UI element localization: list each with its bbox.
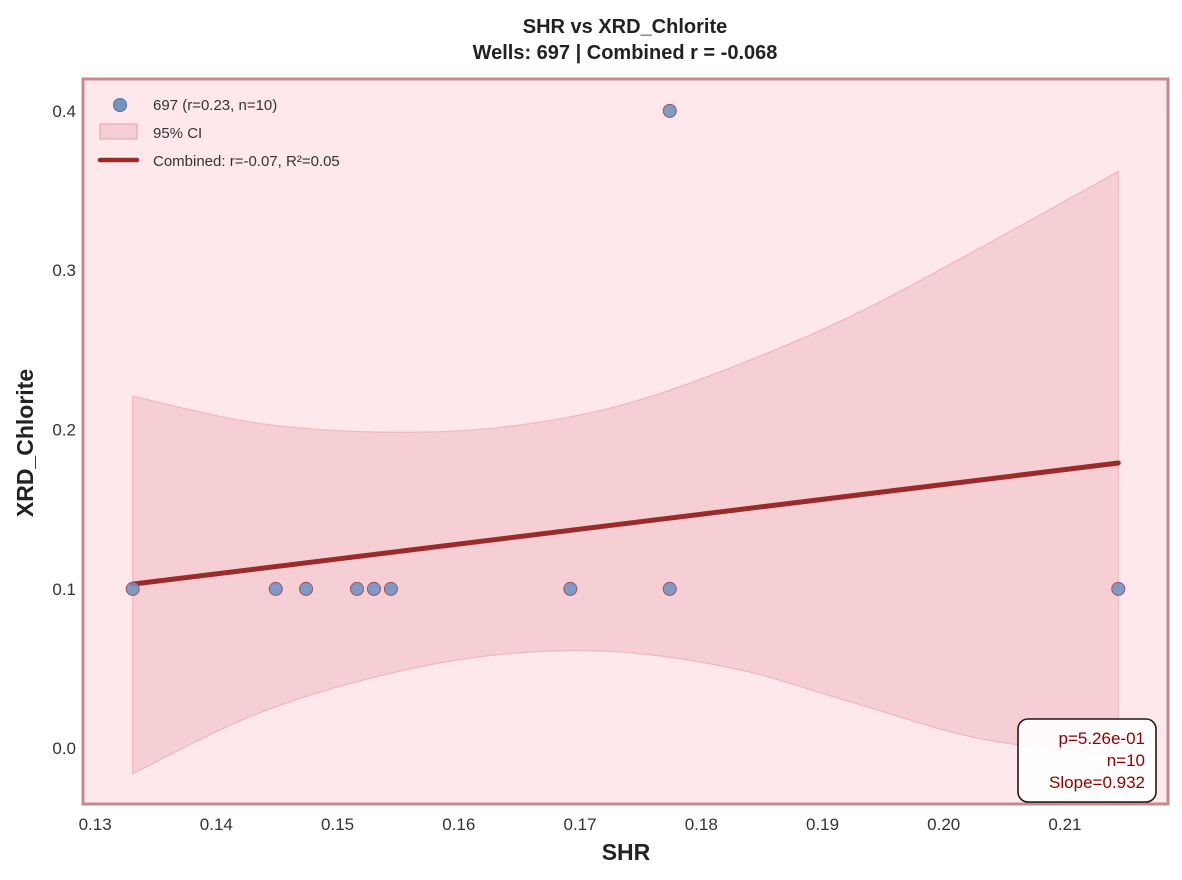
y-axis-label: XRD_Chlorite — [12, 369, 38, 517]
data-point — [299, 581, 314, 596]
chart-subtitle: Wells: 697 | Combined r = -0.068 — [473, 42, 778, 64]
data-point — [268, 581, 283, 596]
legend-swatch-ci — [99, 123, 138, 140]
data-points-layer — [125, 103, 1126, 596]
data-point — [349, 581, 364, 596]
chart-title: SHR vs XRD_Chlorite — [523, 16, 728, 38]
data-point — [125, 581, 140, 596]
x-tick-label: 0.18 — [685, 815, 718, 834]
data-point — [383, 581, 398, 596]
data-point — [662, 581, 677, 596]
regression-line-layer — [130, 460, 1121, 587]
x-tick-label: 0.17 — [563, 815, 596, 834]
legend: 697 (r=0.23, n=10) 95% CI Combined: r=-0… — [97, 97, 340, 170]
x-axis-ticks: 0.13 0.14 0.15 0.16 0.17 0.18 0.19 0.20 0.21 — [79, 815, 1082, 834]
y-tick-label: 0.4 — [52, 102, 76, 121]
data-point — [366, 581, 381, 596]
data-point — [563, 581, 578, 596]
x-tick-label: 0.20 — [927, 815, 960, 834]
legend-marker-points — [113, 98, 127, 112]
x-tick-label: 0.16 — [442, 815, 475, 834]
plot-area — [83, 79, 1168, 804]
y-tick-label: 0.0 — [52, 739, 76, 758]
stats-box-frame — [1017, 718, 1157, 803]
stats-slope: Slope=0.932 — [1049, 773, 1145, 792]
legend-label-points: 697 (r=0.23, n=10) — [153, 97, 277, 114]
stats-box: p=5.26e-01 n=10 Slope=0.932 — [1017, 718, 1157, 803]
y-axis-ticks: 0.0 0.1 0.2 0.3 0.4 — [52, 102, 76, 758]
stats-p-value: p=5.26e-01 — [1059, 729, 1146, 748]
legend-label-ci: 95% CI — [153, 125, 202, 142]
x-axis-label: SHR — [602, 839, 651, 865]
legend-label-regression: Combined: r=-0.07, R²=0.05 — [153, 153, 340, 170]
x-tick-label: 0.21 — [1048, 815, 1081, 834]
x-tick-label: 0.14 — [200, 815, 233, 834]
y-tick-label: 0.2 — [52, 421, 76, 440]
stats-n: n=10 — [1107, 751, 1145, 770]
regression-line — [130, 460, 1121, 587]
data-point — [1111, 581, 1126, 596]
x-tick-label: 0.15 — [321, 815, 354, 834]
data-point — [662, 103, 677, 118]
plot-frame — [81, 77, 1170, 806]
y-tick-label: 0.1 — [52, 580, 76, 599]
x-tick-label: 0.19 — [806, 815, 839, 834]
x-tick-label: 0.13 — [79, 815, 112, 834]
y-tick-label: 0.3 — [52, 261, 76, 280]
